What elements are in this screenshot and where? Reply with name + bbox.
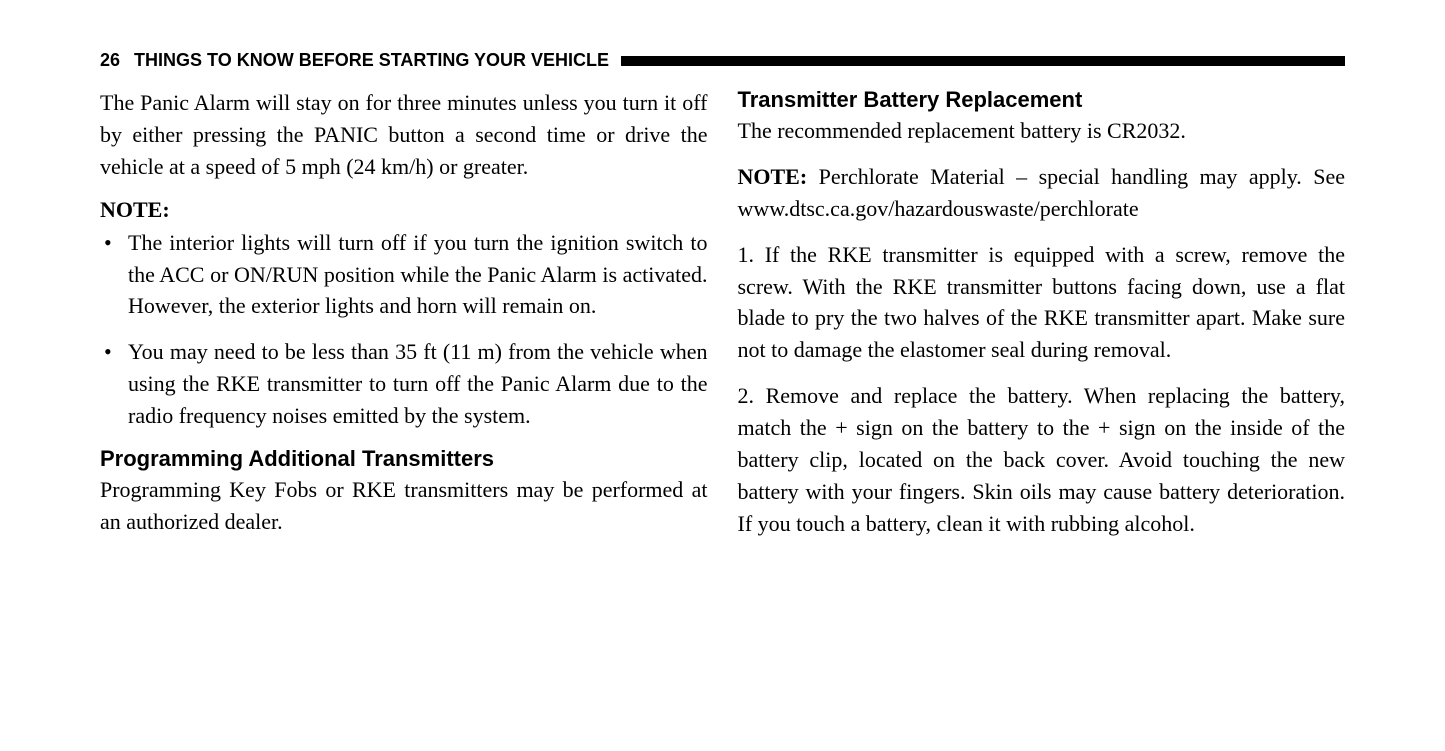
note2-text: Perchlorate Material – special handling … (738, 164, 1346, 221)
note-bullet-item: The interior lights will turn off if you… (100, 227, 708, 323)
content-columns: The Panic Alarm will stay on for three m… (100, 87, 1345, 554)
note-bullet-list: The interior lights will turn off if you… (100, 227, 708, 432)
note2-label: NOTE: (738, 164, 808, 189)
subheading-programming: Programming Additional Transmitters (100, 446, 708, 472)
page-header: 26 THINGS TO KNOW BEFORE STARTING YOUR V… (100, 50, 1345, 71)
header-bar (621, 56, 1345, 66)
step-2: 2. Remove and replace the battery. When … (738, 380, 1346, 539)
intro-paragraph: The Panic Alarm will stay on for three m… (100, 87, 708, 183)
subheading-battery-text: The recommended replacement battery is C… (738, 115, 1346, 147)
page-number: 26 (100, 50, 120, 71)
section-title: THINGS TO KNOW BEFORE STARTING YOUR VEHI… (134, 50, 609, 71)
subheading-battery: Transmitter Battery Replacement (738, 87, 1346, 113)
step-1: 1. If the RKE transmitter is equipped wi… (738, 239, 1346, 367)
left-column: The Panic Alarm will stay on for three m… (100, 87, 708, 554)
note2-paragraph: NOTE: Perchlorate Material – special han… (738, 161, 1346, 225)
subheading-programming-text: Programming Key Fobs or RKE transmitters… (100, 474, 708, 538)
right-column: Transmitter Battery Replacement The reco… (738, 87, 1346, 554)
note-label: NOTE: (100, 197, 708, 223)
note-bullet-item: You may need to be less than 35 ft (11 m… (100, 336, 708, 432)
